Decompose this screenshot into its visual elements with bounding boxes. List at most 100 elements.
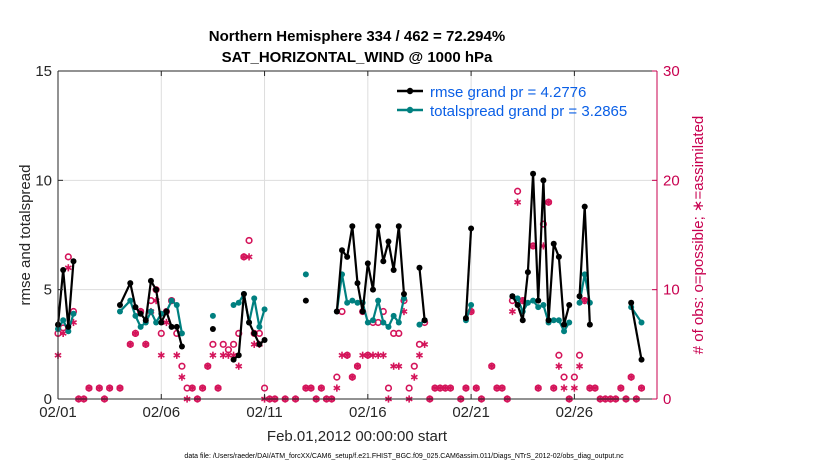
rmse-point [380,258,387,265]
assimilated-obs-marker [379,351,387,359]
assimilated-obs-marker [353,362,362,370]
rmse-point [400,291,407,298]
assimilated-obs-marker [498,384,506,392]
totalspread-point [380,319,387,326]
rmse-point [246,319,253,326]
rmse-point [302,297,309,304]
assimilated-obs-marker [555,362,563,370]
rmse-point [581,203,588,210]
rmse-line [56,261,75,328]
assimilated-obs-marker [348,373,356,381]
rmse-line [630,302,643,360]
totalspread-point [468,301,475,308]
assimilated-obs-marker [550,384,558,392]
totalspread-point [349,297,356,304]
y-right-tick-label: 10 [663,282,680,299]
assimilated-obs-marker [627,373,635,381]
possible-obs-marker [64,253,72,261]
possible-obs-marker [410,362,418,370]
rmse-point [235,352,242,359]
possible-obs-marker [178,362,186,370]
ticks: 02/01 02/06 02/11 02/16 02/21 02/26 0 5 10 15 0 10 2… [35,63,679,421]
assimilated-obs-marker [307,384,315,392]
rmse-line [418,267,426,321]
totalspread-point [65,328,72,335]
rmse-point [173,323,180,330]
x-axis-label: Feb.01,2012 00:00:00 start [267,428,448,445]
assimilated-obs-marker [514,198,522,206]
totalspread-point [153,319,160,326]
possible-obs-marker [260,384,269,392]
rmse-point [576,293,583,300]
rmse-point [628,299,635,306]
y-axis-label: rmse and totalspread [17,165,34,306]
rmse-point [545,317,552,324]
legend-rmse-label: rmse grand pr = 4.2776 [430,84,586,101]
assimilated-obs-marker [395,362,403,370]
rmse-point [339,247,346,254]
rmse-point [462,315,469,322]
rmse-point [333,308,340,315]
assimilated-obs-marker [188,384,196,392]
rmse-point [256,341,263,348]
assimilated-obs-marker [570,384,578,392]
totalspread-point [116,308,123,315]
rmse-point [60,266,67,273]
totalspread-point [178,330,185,337]
rmse-point [524,269,531,276]
rmse-point [261,336,268,343]
y-tick-label: 15 [35,63,52,80]
assimilated-obs-marker [209,351,217,359]
totalspread-point [364,319,371,326]
assimilated-obs-marker [560,384,568,392]
rmse-point [555,253,562,260]
totalspread-point [256,323,263,330]
y-tick-label: 5 [44,282,52,299]
possible-obs-marker [513,187,522,195]
rmse-point [178,343,185,350]
assimilated-obs-marker [64,264,72,272]
rmse-point [209,326,216,333]
assimilated-obs-marker [343,351,351,359]
assimilated-obs-marker [581,297,589,305]
rmse-line [464,228,473,319]
rmse-point [240,291,247,298]
totalspread-point [514,295,521,302]
y-right-tick-label: 0 [663,391,671,408]
rmse-point [561,321,568,328]
rmse-point [153,286,160,293]
rmse-point [385,238,392,245]
totalspread-point [566,319,573,326]
assimilated-obs-marker [162,318,170,327]
rmse-point [416,264,423,271]
totalspread-point [535,304,542,311]
rmse-point [349,223,356,230]
totalspread-point [60,317,67,324]
totalspread-point [550,317,557,324]
rmse-point [344,253,351,260]
rmse-point [364,260,371,267]
legend-rmse-marker [406,87,414,95]
rmse-point [421,317,428,324]
assimilated-obs-marker [157,351,165,359]
totalspread-point [638,319,645,326]
assimilated-obs-marker [637,384,646,392]
totalspread-point [127,297,134,304]
y-tick-label: 10 [35,172,52,189]
possible-obs-marker [575,351,584,359]
totalspread-point [375,297,382,304]
x-tick-label: 02/01 [39,404,77,421]
totalspread-point [302,271,309,278]
x-tick-label: 02/26 [556,404,594,421]
assimilated-obs-marker [462,384,470,392]
assimilated-obs-marker [199,384,207,392]
rmse-point [514,301,521,308]
assimilated-obs-marker [126,340,134,348]
assimilated-obs-marker [508,307,516,316]
x-tick-label: 02/06 [143,404,181,421]
possible-obs-marker [229,340,238,348]
totalspread-point [137,323,144,330]
possible-obs-marker [157,329,165,338]
axes-frame [57,70,658,400]
